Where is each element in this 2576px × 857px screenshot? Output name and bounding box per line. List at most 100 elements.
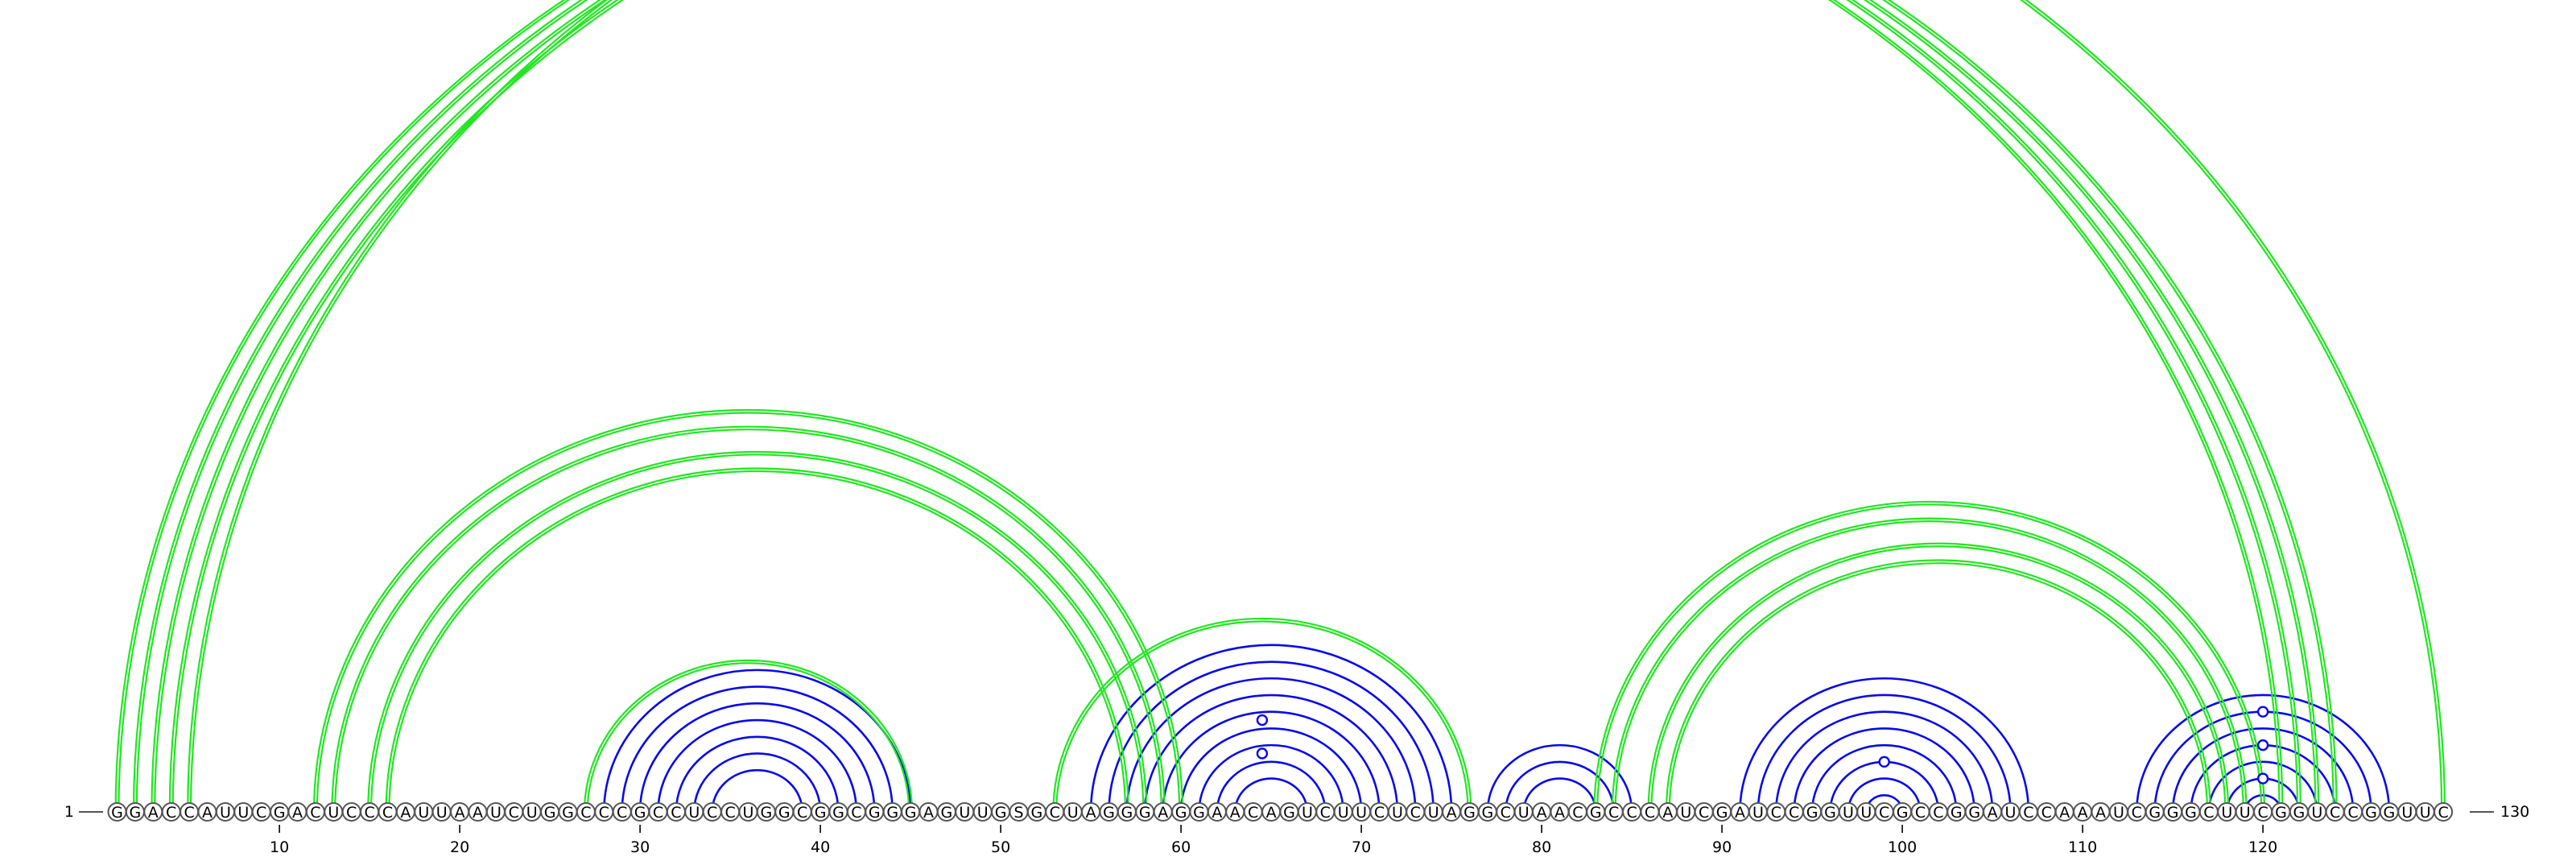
nucleotide-29: C [612,802,632,822]
nucleotide-letter: A [1447,804,1457,822]
nucleotide-11: A [287,802,308,822]
backbone: 1 130 [64,803,2529,821]
blue-pair-arc-31-42 [657,718,858,813]
nucleotide-70: U [1352,802,1372,822]
nucleotide-19: U [431,802,452,822]
nucleotide-letter: G [2365,804,2377,822]
nucleotide-letter: A [202,804,213,822]
nucleotide-letter: G [1175,804,1187,822]
nucleotide-126: G [2361,802,2381,822]
nucleotide-letter: G [2275,804,2287,822]
tick-label-10: 10 [270,838,289,856]
nucleotide-letter: G [2185,804,2197,822]
nucleotide-20: A [450,802,470,822]
nucleotide-15: C [360,802,380,822]
nucleotide-letter: C [1933,804,1943,822]
nucleotide-76: G [1459,802,1480,822]
nucleotide-21: A [468,802,488,822]
nucleotide-102: C [1928,802,1948,822]
nucleotide-letter: C [1410,804,1421,822]
blue-pair-arc-60-70 [1179,727,1363,813]
nucleotide-letter: U [526,804,538,822]
nucleotide-letter: U [1302,804,1313,822]
nucleotide-79: U [1513,802,1534,822]
nucleotide-letter: U [1067,804,1079,822]
nucleotide-105: A [1983,802,2003,822]
nucleotide-letter: U [1356,804,1367,822]
nucleotide-73: C [1406,802,1426,822]
nucleotide-letter: C [2347,804,2358,822]
nucleotide-101: C [1910,802,1930,822]
nucleotide-letter: C [2257,804,2268,822]
nucleotide-letter: G [111,804,123,822]
blue-pair-arc-29-44 [621,685,894,813]
nucleotide-letter: U [418,804,429,822]
nucleotide-119: U [2235,802,2255,822]
nucleotide-75: A [1442,802,1462,822]
nucleotide-10: G [270,802,290,822]
green-pair-arc-86-118-outer [1647,542,2230,813]
nucleotide-18: U [414,802,434,822]
green-pair-arc-83-120-outer [1593,500,2266,813]
nucleotide-71: C [1369,802,1389,822]
nucleotide-113: C [2127,802,2147,822]
nucleotide-letter: C [2438,804,2448,822]
blue-pair-arc-113-127 [2136,693,2391,813]
pair-marker-61-68 [1256,747,1269,760]
nucleotide-letter: C [1699,804,1709,822]
pair-markers [1256,706,2269,785]
nucleotide-letter: G [1716,804,1728,822]
pair-marker-116-124 [2256,739,2269,751]
nucleotide-5: C [180,802,200,822]
green-pair-arc-53-76-inner [1055,620,1469,813]
nucleotide-58: G [1135,802,1155,822]
blue-pair-arc-79-83 [1522,777,1597,813]
nucleotide-letter: A [1537,804,1547,822]
blue-pair-arc-115-125 [2171,727,2355,813]
nucleotide-125: C [2343,802,2363,822]
nucleotide-28: C [594,802,614,822]
nucleotide-67: U [1297,802,1317,822]
nucleotide-letter: G [274,804,286,822]
green-pair-arc-1-121-outer [114,0,2284,813]
nucleotide-41: G [828,802,848,822]
green-pair-arc-13-59-outer [331,425,1166,813]
blue-pair-arc-33-40 [693,752,822,813]
blue-pair-arc-61-69 [1198,743,1344,813]
green-pair-arc-5-130-inner [189,0,2443,813]
nucleotide-letter: C [797,804,807,822]
nucleotide-68: C [1315,802,1335,822]
nucleotide-30: G [630,802,650,822]
nucleotide-54: U [1063,802,1083,822]
nucleotide-letter: U [2240,804,2251,822]
nucleotide-letter: C [509,804,519,822]
nucleotide-letter: C [724,804,735,822]
nucleotide-6: A [197,802,217,822]
green-pair-arc-84-119-outer [1611,517,2248,813]
nucleotide-letter: G [1121,804,1133,822]
blue-pair-arc-32-41 [675,735,840,813]
nucleotide-letter: U [1338,804,1349,822]
nucleotide-letter: G [1139,804,1151,822]
nucleotide-letter: G [562,804,574,822]
green-pair-arc-83-120-inner [1596,503,2263,813]
green-pair-arc-16-57-outer [385,467,1129,813]
nucleotide-12: C [305,802,325,822]
nucleotide-14: C [341,802,361,822]
nucleotide-39: C [792,802,812,822]
nucleotide-84: C [1604,802,1624,822]
nucleotide-123: U [2307,802,2327,822]
nucleotide-48: U [955,802,975,822]
nucleotide-letter: C [1915,804,1926,822]
nucleotide-118: U [2217,802,2237,822]
nucleotide-112: U [2108,802,2128,822]
nucleotide-letter: U [2005,804,2017,822]
nucleotide-45: G [901,802,921,822]
nucleotide-letter: C [2041,804,2052,822]
nucleotide-24: U [522,802,542,822]
nucleotide-83: G [1586,802,1606,822]
nucleotide-86: C [1640,802,1660,822]
nucleotide-letter: A [2095,804,2106,822]
